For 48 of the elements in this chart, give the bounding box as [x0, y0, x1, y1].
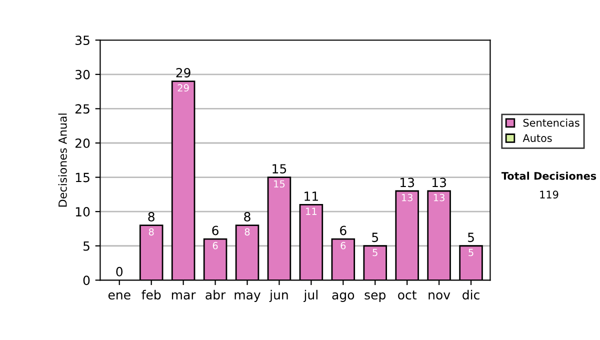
data-label: 8	[244, 228, 250, 236]
x-tick-label: oct	[398, 290, 416, 300]
x-tick-label: mar	[172, 292, 196, 300]
total-label: 8	[244, 212, 250, 222]
x-tick-label: may	[234, 292, 260, 302]
total-label: 15	[272, 164, 286, 174]
x-tick-label: abr	[206, 290, 226, 300]
y-tick-label: 20	[75, 138, 90, 148]
y-axis-title: Decisiones Anual	[58, 114, 67, 207]
data-label: 5	[468, 248, 474, 256]
legend-label: Autos	[522, 134, 552, 142]
data-label: 13	[402, 194, 412, 202]
y-tick-label: 0	[83, 276, 90, 286]
y-tick-label: 30	[76, 70, 90, 80]
data-label: 29	[178, 84, 189, 92]
y-tick-label: 25	[75, 104, 90, 114]
x-tick-label: dic	[462, 290, 480, 300]
x-tick-label: nov	[428, 292, 450, 300]
data-label: 6	[340, 242, 346, 250]
total-label: 5	[372, 232, 378, 242]
y-tick-label: 5	[83, 242, 90, 251]
total-label: 13	[432, 178, 446, 188]
total-label: 11	[304, 192, 318, 201]
data-label: 11	[306, 208, 316, 215]
text: 119	[540, 190, 558, 199]
total-label: 8	[148, 212, 154, 222]
total-label: 6	[340, 226, 346, 236]
x-tick-label: jun	[269, 290, 288, 302]
data-label: 8	[148, 228, 154, 236]
y-tick-label: 15	[76, 172, 90, 182]
y-tick-label: 10	[76, 207, 90, 217]
total-label: 5	[468, 232, 474, 242]
legend-label: Sentencias	[523, 118, 580, 127]
x-tick-label: ene	[108, 292, 130, 300]
data-label: 5	[372, 248, 378, 256]
total-label: 6	[212, 226, 218, 236]
total-label: 29	[176, 68, 190, 78]
x-tick-label: feb	[142, 290, 161, 300]
x-tick-label: jul	[304, 290, 318, 302]
y-tick-label: 35	[76, 36, 90, 46]
text: Total Decisiones	[501, 172, 596, 180]
x-tick-label: sep	[364, 292, 386, 302]
total-label: 0	[116, 266, 123, 276]
data-label: 6	[212, 242, 218, 250]
data-label: 13	[434, 194, 444, 202]
x-tick-label: ago	[332, 292, 354, 302]
data-label: 15	[274, 180, 285, 188]
total-label: 13	[400, 178, 414, 188]
